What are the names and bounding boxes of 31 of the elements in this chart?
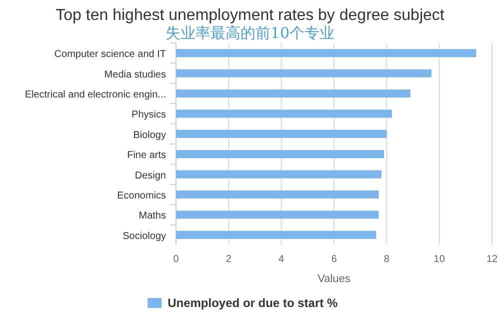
x-tick-label: 10 (434, 254, 446, 265)
x-tick-label: 4 (278, 254, 285, 265)
chart-subtitle: 失业率最高的前10个专业 (165, 24, 335, 42)
y-tick-label: Maths (138, 210, 166, 222)
bar (176, 190, 379, 199)
bar (176, 130, 387, 138)
legend-label: Unemployed or due to start % (168, 296, 338, 310)
bar (176, 210, 379, 219)
bar (176, 150, 384, 158)
y-tick-label: Fine arts (127, 150, 166, 162)
y-tick-label: Sociology (122, 230, 166, 242)
chart-title: Top ten highest unemployment rates by degree subject (56, 7, 445, 24)
x-tick-label: 2 (226, 254, 232, 265)
x-tick-label: 0 (173, 254, 180, 265)
bar (176, 49, 476, 58)
x-axis-title: Values (318, 273, 351, 285)
x-tick-label: 12 (486, 254, 498, 265)
y-tick-label: Media studies (104, 69, 166, 80)
bar (176, 170, 382, 178)
bar (176, 89, 410, 98)
bar (176, 69, 432, 78)
y-tick-label: Economics (117, 190, 166, 202)
y-tick-label: Design (134, 170, 166, 182)
bar (176, 110, 392, 118)
y-tick-label: Physics (132, 110, 166, 121)
bar (176, 230, 376, 239)
x-tick-label: 8 (384, 254, 390, 265)
y-tick-label: Electrical and electronic engin... (24, 90, 166, 100)
y-tick-label: Computer science and IT (54, 49, 166, 60)
y-tick-label: Biology (133, 130, 166, 141)
x-tick-label: 6 (331, 254, 338, 265)
